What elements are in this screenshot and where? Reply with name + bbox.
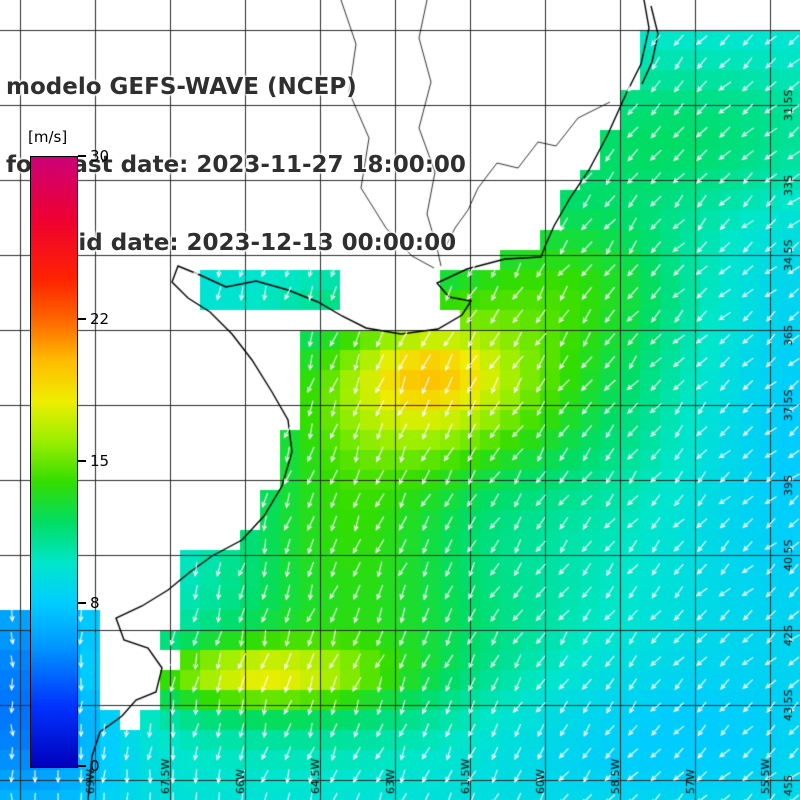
colorbar-tick-mark — [78, 460, 86, 462]
colorbar-tick-label: 15 — [90, 452, 110, 470]
colorbar-tick-label: 30 — [90, 147, 110, 165]
colorbar-unit-label: [m/s] — [28, 128, 68, 146]
colorbar-tick-label: 22 — [90, 309, 110, 328]
colorbar-gradient — [30, 156, 78, 768]
colorbar-tick-mark — [78, 317, 86, 320]
colorbar-tick-label: 8 — [90, 594, 100, 613]
colorbar-tick-mark — [78, 765, 86, 767]
colorbar-tick-label: 0 — [90, 757, 100, 775]
model-title: modelo GEFS-WAVE (NCEP) — [6, 74, 357, 100]
colorbar-tick-mark — [78, 602, 86, 605]
colorbar: [m/s] 30 22 15 8 0 — [26, 126, 156, 791]
colorbar-tick-mark — [78, 155, 86, 157]
